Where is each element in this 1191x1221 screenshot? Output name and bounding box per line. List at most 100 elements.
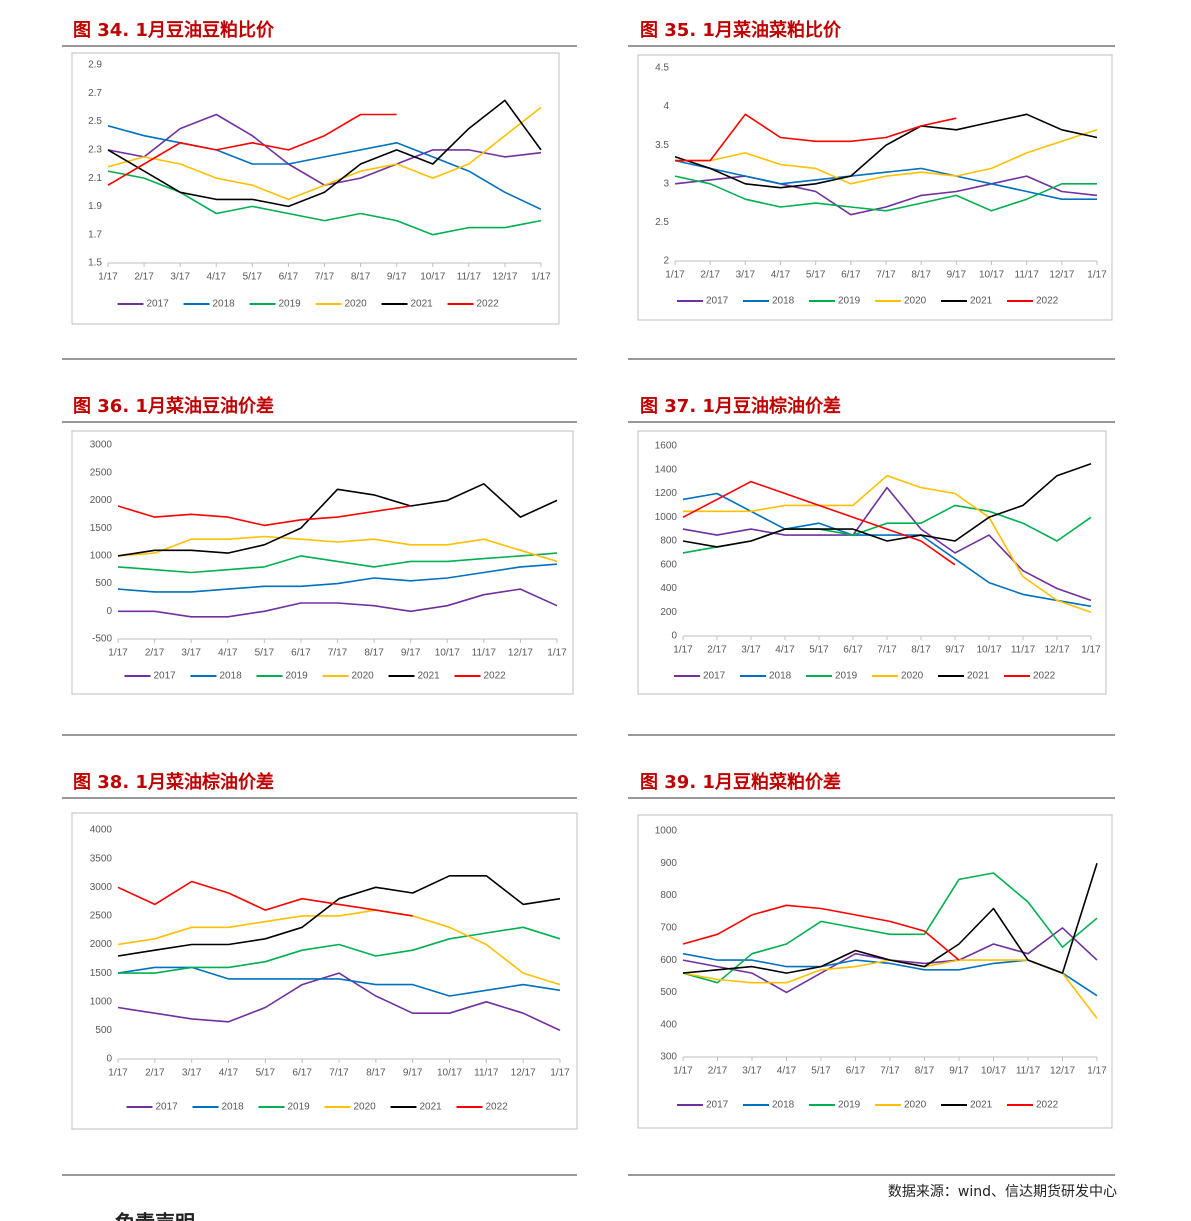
- legend-label: 2018: [772, 1100, 795, 1111]
- y-tick-label: 700: [660, 922, 677, 933]
- series-line: [117, 875, 561, 957]
- x-tick-label: 8/17: [351, 272, 371, 283]
- series-line: [107, 113, 397, 186]
- x-tick-label: 5/17: [243, 272, 263, 283]
- y-tick-label: 600: [660, 559, 677, 570]
- y-tick-label: 800: [660, 536, 677, 547]
- y-tick-label: 2.1: [88, 173, 102, 184]
- x-tick-label: 3/17: [182, 1068, 202, 1079]
- legend-label: 2017: [156, 1102, 179, 1113]
- series-line: [674, 159, 1097, 200]
- figure-title: 图 37. 1月豆油棕油价差: [640, 395, 841, 417]
- legend-label: 2019: [838, 1100, 861, 1111]
- legend-label: 2020: [901, 671, 924, 682]
- y-tick-label: 1200: [655, 488, 678, 499]
- x-tick-label: 2/17: [145, 1068, 165, 1079]
- x-tick-label: 12/17: [511, 1068, 536, 1079]
- x-tick-label: 10/17: [976, 645, 1001, 656]
- x-tick-label: 8/17: [911, 645, 931, 656]
- y-tick-label: 4: [663, 101, 669, 112]
- y-tick-label: 4000: [90, 825, 113, 836]
- x-tick-label: 12/17: [508, 648, 533, 659]
- x-tick-label: 1/17: [1087, 270, 1107, 281]
- x-tick-label: 3/17: [181, 648, 201, 659]
- x-tick-label: 5/17: [806, 270, 826, 281]
- x-tick-label: 2/17: [134, 272, 154, 283]
- x-tick-label: 1/17: [1081, 645, 1101, 656]
- y-tick-label: 2500: [90, 467, 113, 478]
- x-tick-label: 5/17: [255, 648, 275, 659]
- y-tick-label: 0: [106, 606, 112, 617]
- x-tick-label: 3/17: [742, 1066, 762, 1077]
- x-tick-label: 10/17: [420, 272, 445, 283]
- source-note: 数据来源：wind、信达期货研发中心: [888, 1183, 1117, 1200]
- x-tick-label: 7/17: [329, 1068, 349, 1079]
- series-line: [118, 926, 561, 974]
- section-heading: 免责声明: [115, 1211, 195, 1221]
- legend-label: 2021: [970, 1100, 993, 1111]
- y-tick-label: 1.9: [88, 201, 102, 212]
- y-tick-label: 1400: [655, 464, 678, 475]
- y-tick-label: 1000: [90, 550, 113, 561]
- legend-label: 2018: [769, 671, 792, 682]
- legend-label: 2017: [703, 671, 726, 682]
- x-tick-label: 7/17: [315, 272, 335, 283]
- series-line: [117, 505, 411, 527]
- y-tick-label: 1500: [90, 968, 113, 979]
- legend-label: 2020: [345, 299, 368, 310]
- y-tick-label: 1600: [655, 441, 678, 452]
- y-tick-label: 3000: [90, 440, 113, 451]
- y-tick-label: 2000: [90, 495, 113, 506]
- y-tick-label: 3.5: [655, 140, 669, 151]
- y-tick-label: 3000: [90, 882, 113, 893]
- x-tick-label: 3/17: [736, 270, 756, 281]
- x-tick-label: 1/17: [108, 1068, 128, 1079]
- x-tick-label: 11/17: [472, 648, 497, 659]
- x-tick-label: 3/17: [741, 645, 761, 656]
- y-tick-label: 600: [660, 955, 677, 966]
- y-tick-label: 0: [106, 1054, 112, 1065]
- y-tick-label: 2.9: [88, 60, 102, 71]
- legend-label: 2017: [154, 671, 177, 682]
- x-tick-label: 7/17: [328, 648, 348, 659]
- legend-label: 2022: [477, 299, 500, 310]
- series-line: [682, 463, 1092, 548]
- legend-label: 2019: [279, 299, 302, 310]
- y-tick-label: 500: [660, 987, 677, 998]
- x-tick-label: 2/17: [707, 645, 727, 656]
- x-tick-label: 1/17: [98, 272, 118, 283]
- x-tick-label: 4/17: [771, 270, 791, 281]
- x-tick-label: 6/17: [279, 272, 299, 283]
- y-tick-label: 2.3: [88, 144, 102, 155]
- x-tick-label: 4/17: [207, 272, 227, 283]
- y-tick-label: 500: [95, 578, 112, 589]
- series-line: [117, 535, 558, 563]
- chart-frame: [637, 814, 1113, 1129]
- x-tick-label: 6/17: [841, 270, 861, 281]
- legend-label: 2019: [286, 671, 309, 682]
- series-line: [117, 880, 413, 917]
- x-tick-label: 6/17: [846, 1066, 866, 1077]
- y-tick-label: 400: [660, 583, 677, 594]
- x-tick-label: 9/17: [401, 648, 421, 659]
- y-tick-label: 2000: [90, 939, 113, 950]
- y-tick-label: 200: [660, 607, 677, 618]
- series-line: [117, 552, 558, 574]
- x-tick-label: 1/17: [673, 1066, 693, 1077]
- x-tick-label: 9/17: [387, 272, 407, 283]
- series-line: [682, 486, 1092, 602]
- y-tick-label: 2.7: [88, 88, 102, 99]
- x-tick-label: 10/17: [979, 270, 1004, 281]
- series-line: [117, 972, 561, 1032]
- x-tick-label: 1/17: [665, 270, 685, 281]
- legend-label: 2021: [970, 296, 993, 307]
- legend-label: 2018: [772, 296, 795, 307]
- y-tick-label: 900: [660, 858, 677, 869]
- y-tick-label: 0: [671, 631, 677, 642]
- series-line: [675, 129, 1098, 185]
- x-tick-label: 11/17: [457, 272, 482, 283]
- x-tick-label: 8/17: [915, 1066, 935, 1077]
- x-tick-label: 6/17: [843, 645, 863, 656]
